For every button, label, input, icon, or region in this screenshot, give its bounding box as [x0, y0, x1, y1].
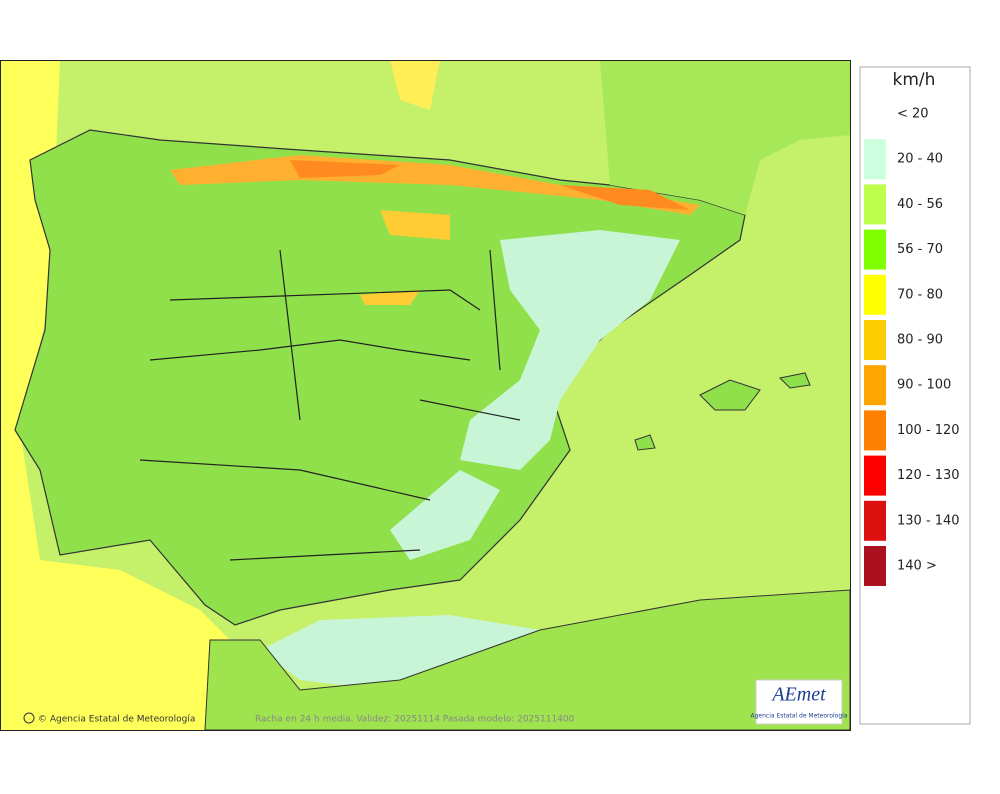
balearic-islands: [634, 372, 811, 451]
legend-label: 56 - 70: [897, 242, 943, 257]
region-borders: [139, 249, 521, 561]
legend-label: 120 - 130: [897, 468, 960, 483]
wind-area: [290, 160, 690, 210]
legend-swatch: [864, 274, 886, 315]
legend-swatch: [864, 455, 886, 496]
legend-label: 100 - 120: [897, 423, 960, 438]
logo-box: [755, 679, 843, 725]
atlantic-ocean: [0, 60, 230, 730]
legend: km/h < 20 20 - 40 40 - 56 56 - 70 70 - 80 80 …: [859, 66, 971, 725]
legend-label: 140 >: [897, 559, 937, 574]
legend-label: 90 - 100: [897, 378, 951, 393]
legend-swatch: [864, 320, 886, 360]
legend-label: 80 - 90: [897, 333, 943, 348]
legend-label: 130 - 140: [897, 513, 960, 528]
legend-label: 70 - 80: [897, 287, 943, 302]
legend-label: 20 - 40: [897, 152, 943, 167]
calm-area: [460, 230, 680, 470]
legend-label: 40 - 56: [897, 197, 943, 212]
france: [600, 60, 850, 215]
legend-label: < 20: [897, 107, 929, 122]
footer: Racha en 24 h media. Validez: 20251114 P…: [255, 715, 575, 725]
legend-swatch: [864, 139, 886, 180]
wind-area: [360, 210, 450, 305]
map: © Agencia Estatal de Meteorología Racha …: [0, 60, 851, 731]
copyright-icon: [23, 712, 35, 724]
legend-swatch: [864, 184, 886, 225]
legend-swatch: [864, 410, 886, 451]
legend-swatch: [864, 229, 886, 270]
map-frame: [0, 60, 851, 731]
legend-unit: km/h: [893, 70, 936, 90]
legend-swatch: [864, 500, 886, 541]
logo: AEmet: [770, 684, 826, 706]
logo-subtitle: Agencia Estatal de Meteorología: [751, 713, 848, 720]
legend-swatch: [864, 365, 886, 406]
calm-area: [390, 470, 500, 560]
legend-swatch: [864, 546, 886, 586]
copyright: © Agencia Estatal de Meteorología: [38, 715, 195, 725]
